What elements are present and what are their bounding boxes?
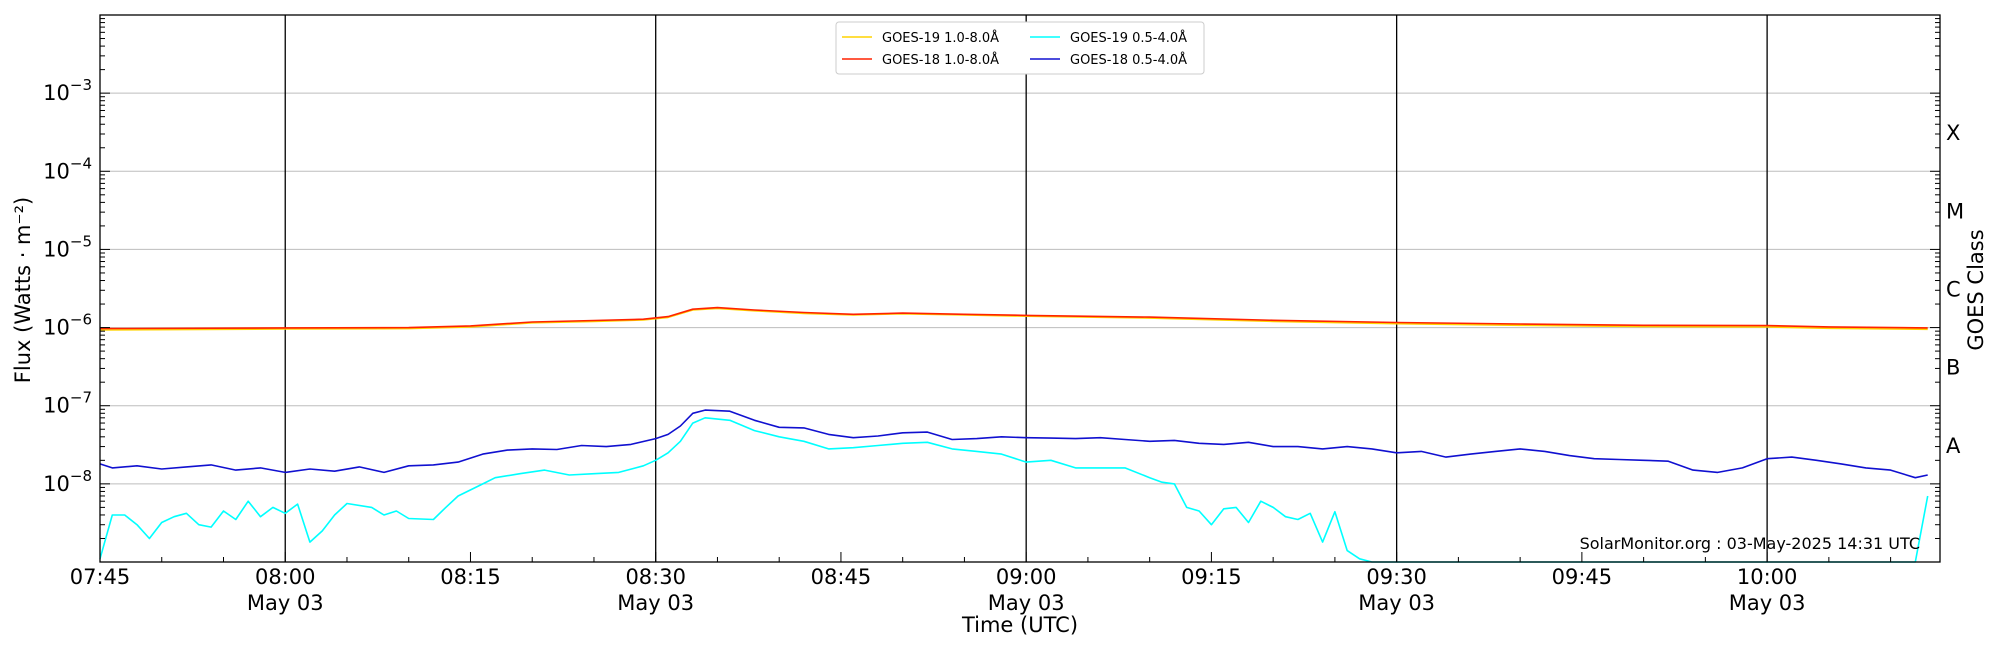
x-tick-label: 09:30	[1366, 565, 1427, 589]
y-tick-exponent: −6	[70, 311, 92, 329]
y-axis-ticks: 10−810−710−610−510−410−3	[43, 18, 1940, 539]
goes-class-labels: A B C M X	[1946, 121, 1964, 458]
x-tick-label: 09:00	[996, 565, 1057, 589]
x-tick-sublabel: May 03	[247, 591, 324, 615]
x-tick-sublabel: May 03	[1358, 591, 1435, 615]
y-tick-exponent: −5	[70, 232, 92, 250]
x-tick-label: 08:15	[440, 565, 501, 589]
y-tick-label: 10−7	[43, 389, 92, 418]
series-lines	[99, 306, 1929, 563]
x-tick-label: 09:15	[1181, 565, 1242, 589]
y-tick-exponent: −3	[70, 76, 92, 94]
y-tick-label: 10−5	[43, 232, 92, 261]
y-tick-base: 10	[43, 159, 70, 183]
y-tick-base: 10	[43, 237, 70, 261]
y-tick-label: 10−3	[43, 76, 92, 105]
x-tick-label: 09:45	[1552, 565, 1613, 589]
x-tick-label: 08:30	[625, 565, 686, 589]
legend-label: GOES-18 0.5-4.0Å	[1070, 52, 1187, 68]
legend-box	[835, 21, 1205, 75]
x-tick-label: 08:45	[811, 565, 872, 589]
x-tick-sublabel: May 03	[1729, 591, 1806, 615]
legend-label: GOES-19 0.5-4.0Å	[1070, 30, 1187, 46]
goes-class-label: M	[1946, 199, 1964, 223]
y-tick-base: 10	[43, 81, 70, 105]
y-tick-exponent: −4	[70, 154, 92, 172]
y-tick-base: 10	[43, 394, 70, 418]
y-tick-base: 10	[43, 316, 70, 340]
goes-class-label: C	[1946, 278, 1961, 302]
y-axis-label-right: GOES Class	[1964, 229, 1988, 350]
legend-label: GOES-19 1.0-8.0Å	[882, 30, 999, 46]
series-line	[99, 409, 1928, 479]
vertical-day-lines	[284, 15, 1768, 562]
goes-class-label: A	[1946, 434, 1961, 458]
y-tick-exponent: −7	[70, 389, 92, 407]
goes-class-label: X	[1946, 121, 1960, 145]
x-tick-label: 08:00	[255, 565, 316, 589]
legend: GOES-19 1.0-8.0Å GOES-18 1.0-8.0Å GOES-19 …	[835, 21, 1205, 75]
y-tick-label: 10−6	[43, 311, 92, 340]
x-axis-label: Time (UTC)	[961, 613, 1078, 637]
y-tick-label: 10−8	[43, 467, 92, 496]
y-tick-label: 10−4	[43, 154, 92, 183]
legend-label: GOES-18 1.0-8.0Å	[882, 52, 999, 68]
series-line	[99, 416, 1929, 563]
plot-frame	[99, 14, 1941, 563]
x-tick-sublabel: May 03	[617, 591, 694, 615]
x-tick-label: 07:45	[70, 565, 131, 589]
goes-class-label: B	[1946, 356, 1960, 380]
x-tick-label: 10:00	[1737, 565, 1798, 589]
credit-text: SolarMonitor.org : 03-May-2025 14:31 UTC	[1580, 534, 1920, 553]
series-line	[99, 306, 1928, 330]
x-tick-sublabel: May 03	[988, 591, 1065, 615]
y-tick-base: 10	[43, 472, 70, 496]
y-tick-exponent: −8	[70, 467, 92, 485]
y-axis-label: Flux (Watts · m⁻²)	[11, 197, 35, 383]
